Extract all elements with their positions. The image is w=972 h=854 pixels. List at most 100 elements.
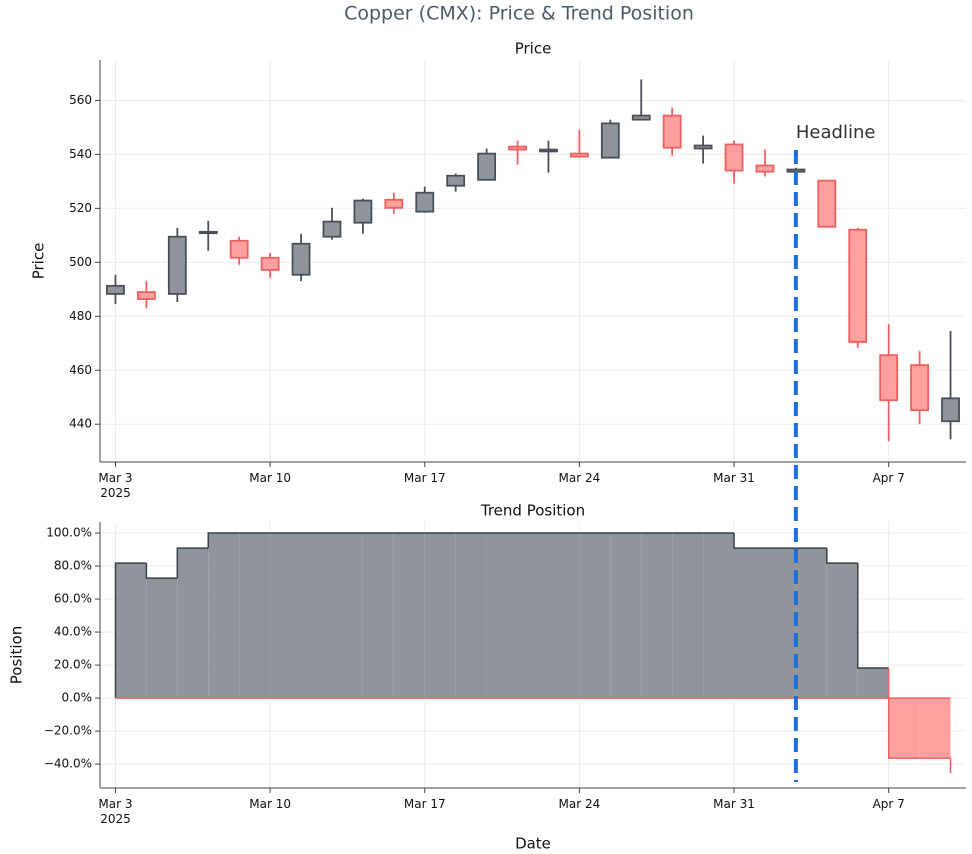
y-tick-label: 560 bbox=[69, 93, 92, 107]
candle-body bbox=[910, 364, 930, 412]
position-area bbox=[548, 533, 580, 699]
position-area bbox=[888, 698, 920, 759]
subplot-title: Price bbox=[515, 40, 552, 58]
position-line bbox=[114, 562, 147, 699]
candle-body bbox=[477, 152, 497, 181]
candle-body bbox=[446, 174, 466, 187]
candle-body bbox=[724, 143, 744, 172]
candle-body bbox=[879, 354, 899, 402]
y-tick-label: −20.0% bbox=[44, 724, 92, 738]
x-tick-label-line: Mar 10 bbox=[249, 471, 291, 485]
y-tick-label: 20.0% bbox=[54, 658, 92, 672]
candle-body bbox=[167, 235, 187, 295]
y-tick-label: 440 bbox=[69, 417, 92, 431]
x-tick-label-line: 2025 bbox=[100, 812, 131, 826]
y-tick-label: −40.0% bbox=[44, 757, 92, 771]
y-tick-label: 100.0% bbox=[46, 526, 92, 540]
y-tick-label: 460 bbox=[69, 363, 92, 377]
x-tick-label-line: Apr 7 bbox=[873, 471, 905, 485]
x-tick-label: Mar 17 bbox=[404, 797, 446, 811]
x-tick-label: Mar 24 bbox=[559, 797, 601, 811]
position-line bbox=[176, 547, 209, 579]
y-axis-label: Position bbox=[8, 626, 26, 684]
position-area bbox=[703, 533, 735, 699]
position-area bbox=[115, 563, 147, 699]
position-area bbox=[610, 533, 642, 699]
position-area bbox=[734, 548, 765, 699]
y-tick-label: 60.0% bbox=[54, 592, 92, 606]
position-area bbox=[239, 533, 271, 699]
candle-body bbox=[817, 179, 837, 228]
position-area bbox=[301, 533, 332, 699]
position-area bbox=[517, 533, 549, 699]
x-axis-label: Date bbox=[515, 835, 551, 853]
y-tick-label: 480 bbox=[69, 309, 92, 323]
x-tick-label: Apr 7 bbox=[873, 471, 905, 485]
x-tick-label-line: Mar 31 bbox=[713, 797, 755, 811]
x-tick-label-line: Mar 17 bbox=[404, 471, 446, 485]
position-area bbox=[579, 533, 611, 699]
y-tick-label: 540 bbox=[69, 147, 92, 161]
position-line bbox=[207, 532, 240, 549]
candle-body bbox=[229, 239, 249, 259]
y-axis-label: Price bbox=[30, 243, 48, 280]
x-tick-label-line: Mar 24 bbox=[559, 471, 601, 485]
position-area bbox=[641, 533, 673, 699]
position-area bbox=[208, 533, 240, 699]
candle-body bbox=[508, 145, 527, 151]
x-tick-label: Mar 31 bbox=[713, 471, 755, 485]
position-area bbox=[331, 533, 363, 699]
position-area bbox=[826, 563, 858, 699]
chart-title: Copper (CMX): Price & Trend Position bbox=[344, 3, 694, 25]
candle-body bbox=[848, 228, 868, 343]
candle-body bbox=[353, 199, 373, 224]
position-line bbox=[145, 563, 178, 579]
x-tick-label: Mar 10 bbox=[249, 471, 291, 485]
position-line bbox=[826, 548, 858, 564]
position-line bbox=[857, 563, 889, 669]
headline-label: Headline bbox=[796, 122, 876, 143]
x-tick-label-line: Mar 31 bbox=[713, 471, 755, 485]
y-tick-label: 0.0% bbox=[62, 691, 93, 705]
x-tick-label-line: Mar 3 bbox=[98, 471, 132, 485]
y-tick-label: 520 bbox=[69, 201, 92, 215]
x-tick-label: Mar 31 bbox=[713, 797, 755, 811]
position-area bbox=[146, 578, 178, 699]
position-line bbox=[733, 533, 765, 549]
x-tick-label-line: Mar 24 bbox=[559, 797, 601, 811]
y-tick-label: 500 bbox=[69, 255, 92, 269]
candle-body bbox=[291, 242, 311, 276]
candle-body bbox=[415, 191, 435, 213]
position-area bbox=[857, 668, 889, 699]
y-tick-label: 80.0% bbox=[54, 559, 92, 573]
x-tick-label: Apr 7 bbox=[873, 797, 905, 811]
position-area bbox=[486, 533, 518, 699]
y-tick-label: 40.0% bbox=[54, 625, 92, 639]
x-tick-label: Mar 10 bbox=[249, 797, 291, 811]
position-area bbox=[672, 533, 704, 699]
x-tick-label-line: Apr 7 bbox=[873, 797, 905, 811]
position-area bbox=[393, 533, 425, 699]
x-tick-label-line: Mar 10 bbox=[249, 797, 291, 811]
candle-body bbox=[198, 230, 218, 235]
position-area bbox=[764, 548, 796, 699]
position-area bbox=[362, 533, 394, 699]
position-area bbox=[424, 533, 456, 699]
candle-body bbox=[106, 284, 125, 295]
x-tick-label-line: Mar 17 bbox=[404, 797, 446, 811]
candle-body bbox=[631, 114, 651, 121]
x-tick-label: Mar 3 2025 bbox=[98, 797, 132, 826]
candle-body bbox=[569, 152, 589, 158]
x-tick-label-line: Mar 3 bbox=[98, 797, 132, 811]
candle-body bbox=[600, 122, 620, 159]
candle-body bbox=[136, 291, 156, 300]
position-area bbox=[795, 548, 827, 699]
x-tick-label: Mar 17 bbox=[404, 471, 446, 485]
x-tick-label: Mar 24 bbox=[559, 471, 601, 485]
position-area bbox=[455, 533, 487, 699]
subplot-title: Trend Position bbox=[480, 502, 585, 520]
candle-body bbox=[322, 220, 342, 238]
candle-body bbox=[384, 198, 404, 209]
candle-body bbox=[662, 114, 682, 149]
